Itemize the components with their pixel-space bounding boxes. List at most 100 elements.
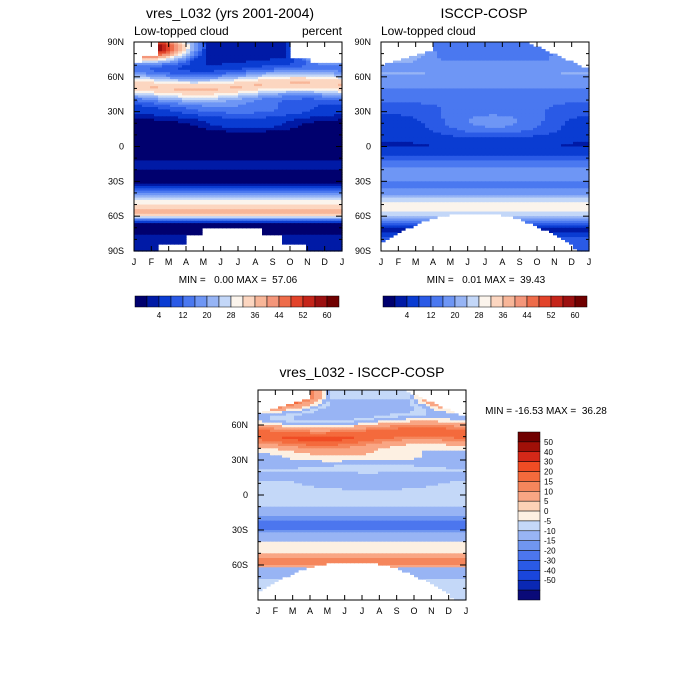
field-cell: [294, 104, 299, 108]
field-cell: [226, 69, 231, 73]
field-cell: [242, 185, 247, 189]
field-cell: [310, 118, 315, 122]
field-cell: [294, 95, 299, 99]
field-cell: [202, 123, 207, 127]
field-cell: [226, 95, 231, 99]
field-cell: [334, 130, 339, 134]
field-cell: [322, 146, 327, 150]
field-cell: [158, 67, 163, 71]
field-cell: [258, 81, 263, 85]
field-cell: [190, 141, 195, 145]
field-cell: [338, 116, 343, 120]
field-cell: [278, 113, 283, 117]
field-cell: [186, 127, 191, 131]
field-cell: [194, 174, 199, 178]
field-cell: [270, 179, 275, 182]
field-cell: [282, 65, 287, 69]
field-cell: [210, 46, 215, 50]
field-cell: [222, 88, 227, 92]
field-cell: [154, 111, 159, 115]
field-cell: [286, 109, 291, 113]
field-cell: [250, 53, 255, 57]
field-cell: [250, 51, 255, 55]
field-cell: [134, 65, 139, 69]
field-cell: [198, 165, 203, 168]
field-cell: [166, 93, 171, 97]
field-cell: [334, 86, 339, 90]
field-cell: [170, 148, 175, 152]
field-cell: [134, 137, 139, 141]
field-cell: [266, 181, 271, 185]
field-cell: [238, 83, 243, 87]
field-cell: [282, 102, 287, 106]
field-cell: [158, 192, 163, 196]
field-cell: [142, 95, 147, 99]
field-cell: [210, 199, 215, 203]
field-cell: [270, 172, 275, 175]
field-cell: [290, 60, 295, 64]
field-cell: [218, 179, 223, 182]
field-cell: [290, 95, 295, 99]
field-cell: [158, 74, 163, 78]
field-cell: [210, 111, 215, 115]
field-cell: [306, 197, 311, 201]
field-cell: [246, 72, 251, 76]
field-cell: [190, 65, 195, 69]
field-cell: [298, 109, 303, 113]
field-cell: [198, 86, 203, 90]
field-cell: [246, 86, 251, 90]
field-cell: [242, 109, 247, 113]
field-cell: [250, 172, 255, 175]
field-cell: [306, 88, 311, 92]
field-cell: [262, 202, 267, 206]
field-cell: [322, 104, 327, 108]
field-cell: [198, 111, 203, 115]
field-cell: [258, 134, 263, 138]
field-cell: [230, 148, 235, 152]
field-cell: [194, 144, 199, 148]
field-cell: [194, 199, 199, 203]
field-cell: [254, 202, 259, 206]
field-cell: [318, 148, 323, 152]
field-cell: [298, 88, 303, 92]
field-cell: [326, 153, 331, 157]
field-cell: [186, 51, 191, 55]
field-cell: [182, 169, 187, 173]
field-cell: [290, 185, 295, 189]
field-cell: [250, 155, 255, 159]
field-cell: [274, 137, 279, 141]
field-cell: [178, 79, 183, 83]
field-cell: [318, 88, 323, 92]
field-cell: [170, 72, 175, 76]
field-cell: [290, 195, 295, 199]
field-cell: [186, 74, 191, 78]
field-cell: [250, 130, 255, 134]
field-cell: [282, 48, 287, 52]
field-cell: [142, 83, 147, 87]
field-cell: [258, 148, 263, 152]
field-cell: [146, 83, 151, 87]
field-cell: [194, 113, 199, 117]
field-cell: [266, 107, 271, 110]
field-cell: [178, 65, 183, 69]
field-cell: [178, 81, 183, 85]
field-cell: [282, 202, 287, 206]
field-cell: [154, 100, 159, 103]
field-cell: [178, 46, 183, 50]
field-cell: [338, 109, 343, 113]
field-cell: [234, 76, 239, 80]
field-cell: [210, 225, 215, 229]
field-cell: [190, 197, 195, 201]
field-cell: [170, 53, 175, 57]
x-tick-label: A: [183, 257, 189, 267]
field-cell: [226, 102, 231, 106]
field-cell: [262, 179, 267, 182]
field-cell: [154, 83, 159, 87]
field-cell: [206, 65, 211, 69]
field-cell: [322, 132, 327, 136]
field-cell: [142, 55, 147, 59]
field-cell: [174, 169, 179, 173]
field-cell: [326, 109, 331, 113]
field-cell: [274, 48, 279, 52]
field-cell: [166, 179, 171, 182]
